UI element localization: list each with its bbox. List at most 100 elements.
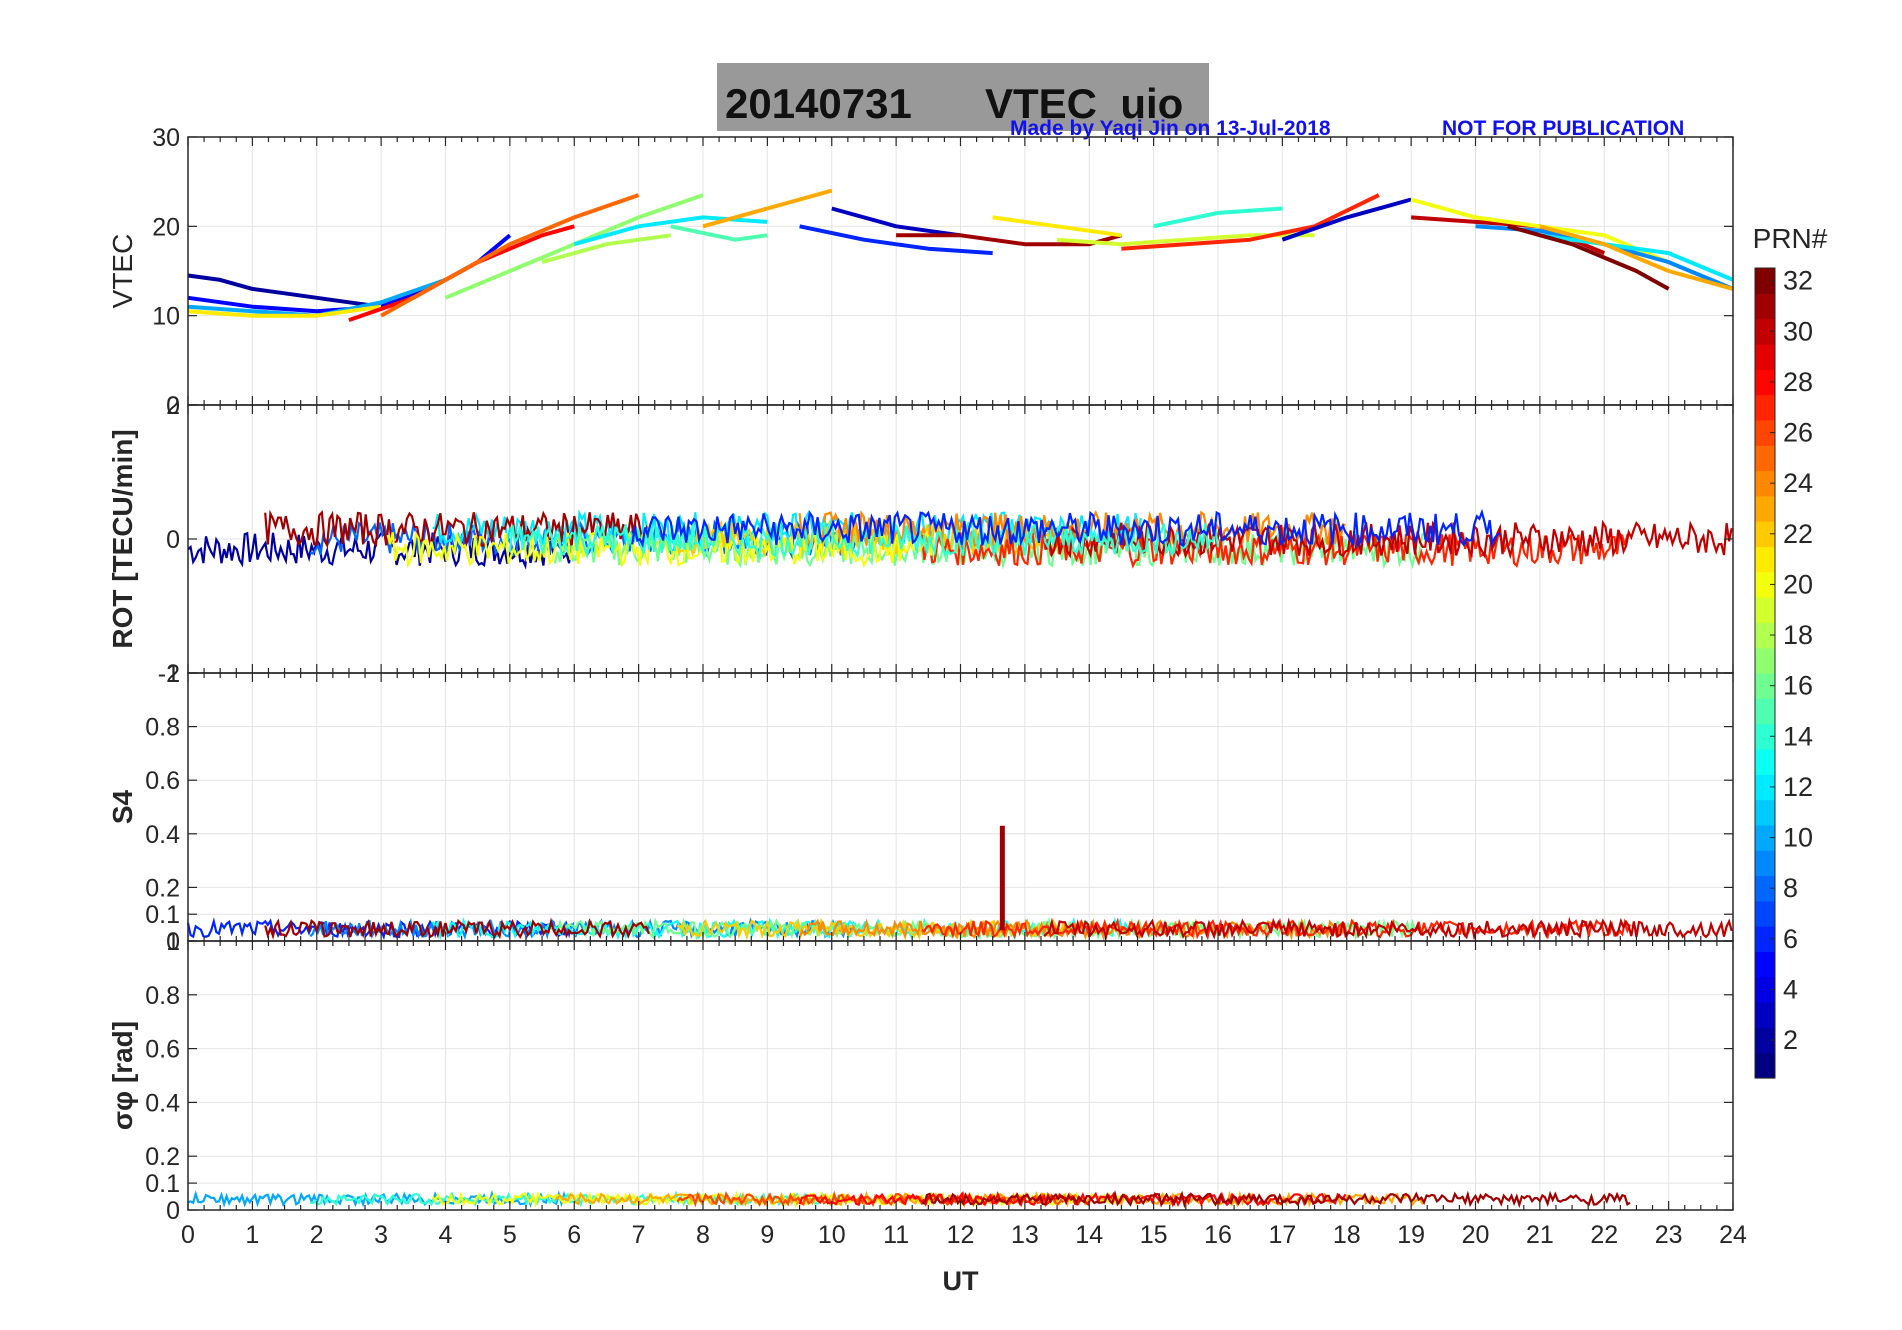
axes-frames bbox=[187, 136, 1734, 1211]
colorbar-segment bbox=[1755, 1052, 1775, 1079]
title-name: VTEC uio bbox=[985, 80, 1183, 127]
colorbar-segment bbox=[1755, 546, 1775, 573]
y-tick-label: 0.4 bbox=[145, 1089, 180, 1117]
noise-trace-prn-31 bbox=[264, 917, 650, 940]
colorbar-segment bbox=[1755, 926, 1775, 953]
colorbar-segment bbox=[1755, 673, 1775, 699]
colorbar-tick-label: 18 bbox=[1783, 620, 1813, 650]
colorbar-tick-label: 2 bbox=[1783, 1025, 1798, 1055]
noise-trace-prn-28 bbox=[798, 1191, 1347, 1208]
colorbar-segment bbox=[1755, 445, 1775, 472]
y-tick-label: 0.6 bbox=[145, 1036, 180, 1064]
x-tick-label: 16 bbox=[1204, 1221, 1232, 1249]
vtec-series-prn-12 bbox=[573, 215, 768, 247]
y-tick-label: 10 bbox=[152, 303, 180, 331]
vtec-series-prn-32 bbox=[1507, 224, 1670, 291]
colorbar-segment bbox=[1755, 521, 1775, 548]
x-tick-label: 0 bbox=[181, 1221, 195, 1249]
x-tick-label: 12 bbox=[947, 1221, 975, 1249]
x-axis-label: UT bbox=[943, 1266, 979, 1296]
vtec-series-prn-21 bbox=[992, 215, 1122, 238]
vtec-curves bbox=[187, 188, 1734, 322]
vtec-series-prn-12 bbox=[1539, 233, 1734, 282]
title-date: 20140731 bbox=[725, 80, 912, 127]
colorbar-segment bbox=[1755, 318, 1775, 345]
colorbar-segment bbox=[1755, 698, 1775, 725]
colorbar-segment bbox=[1755, 900, 1775, 927]
colorbar-tick-label: 28 bbox=[1783, 367, 1813, 397]
x-tick-label: 18 bbox=[1333, 1221, 1361, 1249]
x-tick-label: 4 bbox=[439, 1221, 453, 1249]
colorbar-segment bbox=[1755, 774, 1775, 801]
y-tick-label: 1 bbox=[166, 928, 180, 956]
y-axis-label-rot: ROT [TECU/min] bbox=[107, 429, 138, 648]
x-tick-label: 24 bbox=[1719, 1221, 1747, 1249]
colorbar-tick-label: 10 bbox=[1783, 823, 1813, 853]
colorbar-segment bbox=[1755, 268, 1775, 294]
colorbar-tick-label: 4 bbox=[1783, 974, 1798, 1004]
y-tick-label: 30 bbox=[152, 124, 180, 152]
colorbar-segment bbox=[1755, 622, 1775, 649]
x-tick-label: 14 bbox=[1075, 1221, 1103, 1249]
noise-trace-prn-22 bbox=[676, 917, 1065, 941]
y-tick-label: 0 bbox=[166, 526, 180, 554]
x-tick-label: 9 bbox=[760, 1221, 774, 1249]
y-tick-label: 0.8 bbox=[145, 714, 180, 742]
colorbar-segment bbox=[1755, 1027, 1775, 1054]
colorbar-segment bbox=[1755, 470, 1775, 497]
x-tick-label: 1 bbox=[245, 1221, 259, 1249]
vtec-series-prn-3 bbox=[831, 206, 961, 238]
colorbar-tick-label: 32 bbox=[1783, 266, 1813, 296]
x-tick-label: 21 bbox=[1526, 1221, 1554, 1249]
y-tick-label: 0.8 bbox=[145, 982, 180, 1010]
colorbar-segment bbox=[1755, 976, 1775, 1003]
noise-trace-prn-6 bbox=[631, 508, 1501, 549]
colorbar-tick-label: 20 bbox=[1783, 569, 1813, 599]
y-tick-label: 0.4 bbox=[145, 821, 180, 849]
colorbar-segment bbox=[1755, 951, 1775, 978]
vtec-series-prn-18 bbox=[541, 233, 672, 265]
vtec-series-prn-27 bbox=[1121, 193, 1380, 251]
y-tick-label: 20 bbox=[152, 213, 180, 241]
y-tick-label: 0 bbox=[166, 392, 180, 420]
colorbar-tick-label: 8 bbox=[1783, 873, 1798, 903]
vtec-series-prn-23 bbox=[702, 188, 833, 229]
colorbar-segment bbox=[1755, 1002, 1775, 1028]
x-tick-label: 2 bbox=[310, 1221, 324, 1249]
x-tick-label: 17 bbox=[1268, 1221, 1296, 1249]
colorbar-tick-label: 6 bbox=[1783, 924, 1798, 954]
colorbar-segment bbox=[1755, 748, 1775, 775]
colorbar-segment bbox=[1755, 369, 1775, 396]
x-tick-label: 20 bbox=[1462, 1221, 1490, 1249]
colorbar-segment bbox=[1755, 850, 1775, 877]
colorbar-segment bbox=[1755, 571, 1775, 598]
colorbar-tick-label: 14 bbox=[1783, 721, 1813, 751]
noise-trace-prn-26 bbox=[676, 1190, 1065, 1208]
vtec-series-prn-2 bbox=[187, 273, 382, 309]
colorbar-tick-label: 22 bbox=[1783, 519, 1813, 549]
x-tick-label: 23 bbox=[1655, 1221, 1683, 1249]
colorbar-tick-label: 30 bbox=[1783, 316, 1813, 346]
x-tick-label: 22 bbox=[1590, 1221, 1618, 1249]
credit-text: Made by Yaqi Jin on 13-Jul-2018 bbox=[1010, 117, 1331, 140]
colorbar-title: PRN# bbox=[1753, 223, 1828, 254]
x-tick-label: 19 bbox=[1397, 1221, 1425, 1249]
y-axis-label-vtec: VTEC bbox=[107, 234, 138, 309]
y-tick-label: -2 bbox=[158, 660, 180, 688]
colorbar-segment bbox=[1755, 597, 1775, 623]
title-box bbox=[717, 63, 1209, 131]
x-tick-label: 10 bbox=[818, 1221, 846, 1249]
x-tick-label: 13 bbox=[1011, 1221, 1039, 1249]
y-axis-label-s4: S4 bbox=[107, 789, 138, 824]
vtec-series-prn-14 bbox=[1153, 206, 1283, 229]
noise-trace-prn-31 bbox=[921, 1189, 1631, 1209]
colorbar-tick-label: 26 bbox=[1783, 418, 1813, 448]
y-tick-label: 1 bbox=[166, 660, 180, 688]
y-tick-label: 0 bbox=[166, 928, 180, 956]
x-tick-label: 6 bbox=[567, 1221, 581, 1249]
x-tick-label: 5 bbox=[503, 1221, 517, 1249]
y-tick-label: 2 bbox=[166, 392, 180, 420]
x-tick-label: 11 bbox=[883, 1221, 909, 1249]
vtec-series-prn-6 bbox=[799, 224, 993, 256]
